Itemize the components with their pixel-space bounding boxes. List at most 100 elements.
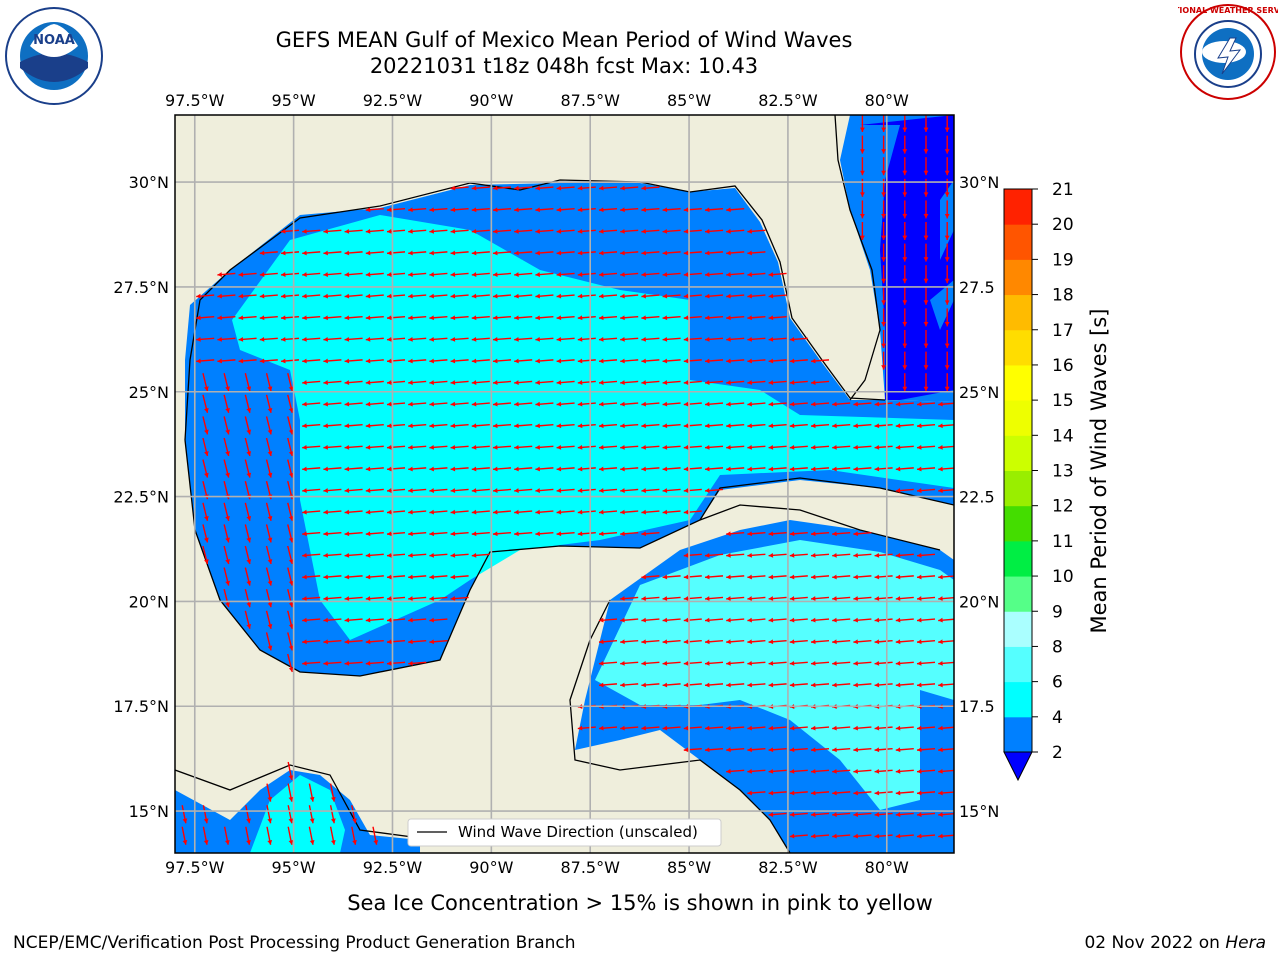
- wind-wave-arrow: [287, 589, 294, 608]
- wind-wave-arrow: [853, 639, 872, 645]
- wind-wave-arrow: [726, 617, 745, 623]
- wind-wave-arrow: [938, 617, 954, 623]
- wind-wave-arrow: [429, 639, 448, 645]
- wind-wave-arrow: [450, 574, 469, 580]
- wind-wave-arrow: [768, 617, 787, 623]
- wind-wave-arrow: [768, 660, 787, 666]
- wind-wave-arrow: [923, 351, 929, 370]
- wind-wave-arrow: [577, 444, 596, 450]
- wind-wave-arrow: [832, 444, 851, 450]
- wind-wave-arrow: [323, 639, 342, 645]
- wind-wave-arrow: [747, 768, 766, 774]
- wind-wave-arrow: [789, 833, 808, 839]
- wind-wave-arrow: [365, 639, 384, 645]
- wind-wave-arrow: [323, 617, 342, 623]
- wind-wave-arrow: [923, 308, 929, 327]
- wind-wave-arrow: [944, 373, 950, 392]
- wind-wave-arrow: [408, 293, 427, 299]
- wind-wave-arrow: [598, 725, 618, 731]
- wind-wave-arrow: [853, 423, 872, 429]
- wind-wave-arrow: [244, 502, 252, 521]
- wind-wave-arrow: [768, 596, 787, 601]
- wind-wave-arrow: [832, 833, 851, 839]
- wind-wave-arrow: [471, 336, 490, 342]
- wind-wave-arrow: [577, 207, 596, 213]
- wind-wave-arrow: [726, 444, 745, 450]
- wind-wave-arrow: [832, 552, 851, 558]
- wind-wave-arrow: [577, 488, 596, 493]
- wind-wave-arrow: [683, 380, 702, 385]
- wind-wave-arrow: [874, 682, 893, 688]
- wind-wave-arrow: [881, 351, 886, 370]
- wind-wave-arrow: [641, 250, 660, 256]
- wind-wave-arrow: [916, 401, 936, 407]
- wind-wave-arrow: [916, 466, 936, 472]
- footer-date: 02 Nov 2022 on Hera: [1084, 933, 1266, 953]
- wind-wave-arrow: [662, 380, 681, 385]
- wind-wave-arrow: [944, 222, 950, 240]
- wind-wave-arrow: [408, 423, 427, 429]
- wind-wave-arrow: [535, 509, 554, 515]
- wind-wave-arrow: [853, 401, 872, 407]
- wind-wave-arrow: [598, 401, 618, 407]
- wind-wave-arrow: [747, 228, 766, 234]
- wind-wave-arrow: [726, 293, 745, 299]
- wind-wave-arrow: [365, 444, 384, 450]
- wind-wave-arrow: [323, 358, 342, 364]
- coastline-florida: [834, 115, 881, 401]
- wind-wave-arrow: [471, 509, 490, 515]
- wind-wave-arrow: [704, 358, 724, 364]
- wind-wave-arrow: [620, 272, 639, 277]
- wind-wave-arrow: [556, 250, 575, 256]
- wind-wave-arrow: [365, 423, 384, 429]
- wind-wave-arrow: [265, 373, 273, 392]
- wind-wave-arrow: [365, 596, 384, 601]
- wind-wave-arrow: [514, 315, 533, 321]
- wind-wave-arrow: [944, 330, 950, 348]
- wind-wave-arrow: [323, 315, 342, 321]
- wind-wave-arrow: [895, 660, 914, 666]
- wind-wave-arrow: [535, 185, 554, 191]
- wind-wave-arrow: [704, 466, 724, 472]
- wind-wave-arrow: [641, 574, 660, 580]
- wind-wave-arrow: [938, 725, 954, 731]
- wind-wave-arrow: [492, 293, 512, 299]
- wind-wave-arrow: [365, 574, 384, 580]
- wind-wave-arrow: [302, 509, 321, 515]
- wind-wave-arrow: [620, 228, 639, 234]
- wind-wave-arrow: [916, 790, 936, 796]
- wind-wave-arrows: [181, 115, 954, 845]
- wind-wave-arrow: [386, 509, 406, 515]
- wind-wave-arrow: [881, 135, 886, 154]
- wind-wave-arrow: [556, 444, 575, 450]
- wind-wave-arrow: [726, 315, 745, 321]
- wind-wave-arrow: [202, 502, 209, 521]
- wind-wave-arrow: [620, 531, 639, 537]
- colorbar-segment: [1004, 576, 1032, 612]
- pacific-water-inner: [250, 775, 345, 853]
- legend-label: Wind Wave Direction (unscaled): [458, 823, 698, 841]
- wind-wave-arrow: [323, 228, 342, 234]
- wind-wave-arrow: [810, 531, 830, 537]
- wind-wave-arrow: [265, 610, 273, 629]
- wind-wave-arrow: [492, 358, 512, 364]
- wind-wave-arrow: [662, 574, 681, 580]
- wind-wave-arrow: [408, 574, 427, 580]
- wind-wave-arrow: [302, 660, 321, 666]
- wind-wave-arrow: [287, 524, 294, 543]
- wind-wave-arrow: [386, 488, 406, 493]
- wind-wave-arrow: [683, 336, 702, 342]
- wind-wave-arrow: [259, 358, 278, 364]
- wind-wave-arrow: [535, 444, 554, 450]
- wind-wave-arrow: [287, 394, 294, 413]
- wind-wave-arrow: [874, 596, 893, 601]
- wind-wave-arrow: [902, 200, 908, 219]
- colorbar-segment: [1004, 294, 1032, 331]
- wind-wave-arrow: [620, 207, 639, 213]
- wind-wave-arrow: [450, 293, 469, 299]
- wind-wave-arrow: [386, 293, 406, 299]
- wind-wave-arrow: [874, 790, 893, 796]
- wind-wave-arrow: [202, 394, 209, 413]
- wind-wave-arrow: [810, 574, 830, 580]
